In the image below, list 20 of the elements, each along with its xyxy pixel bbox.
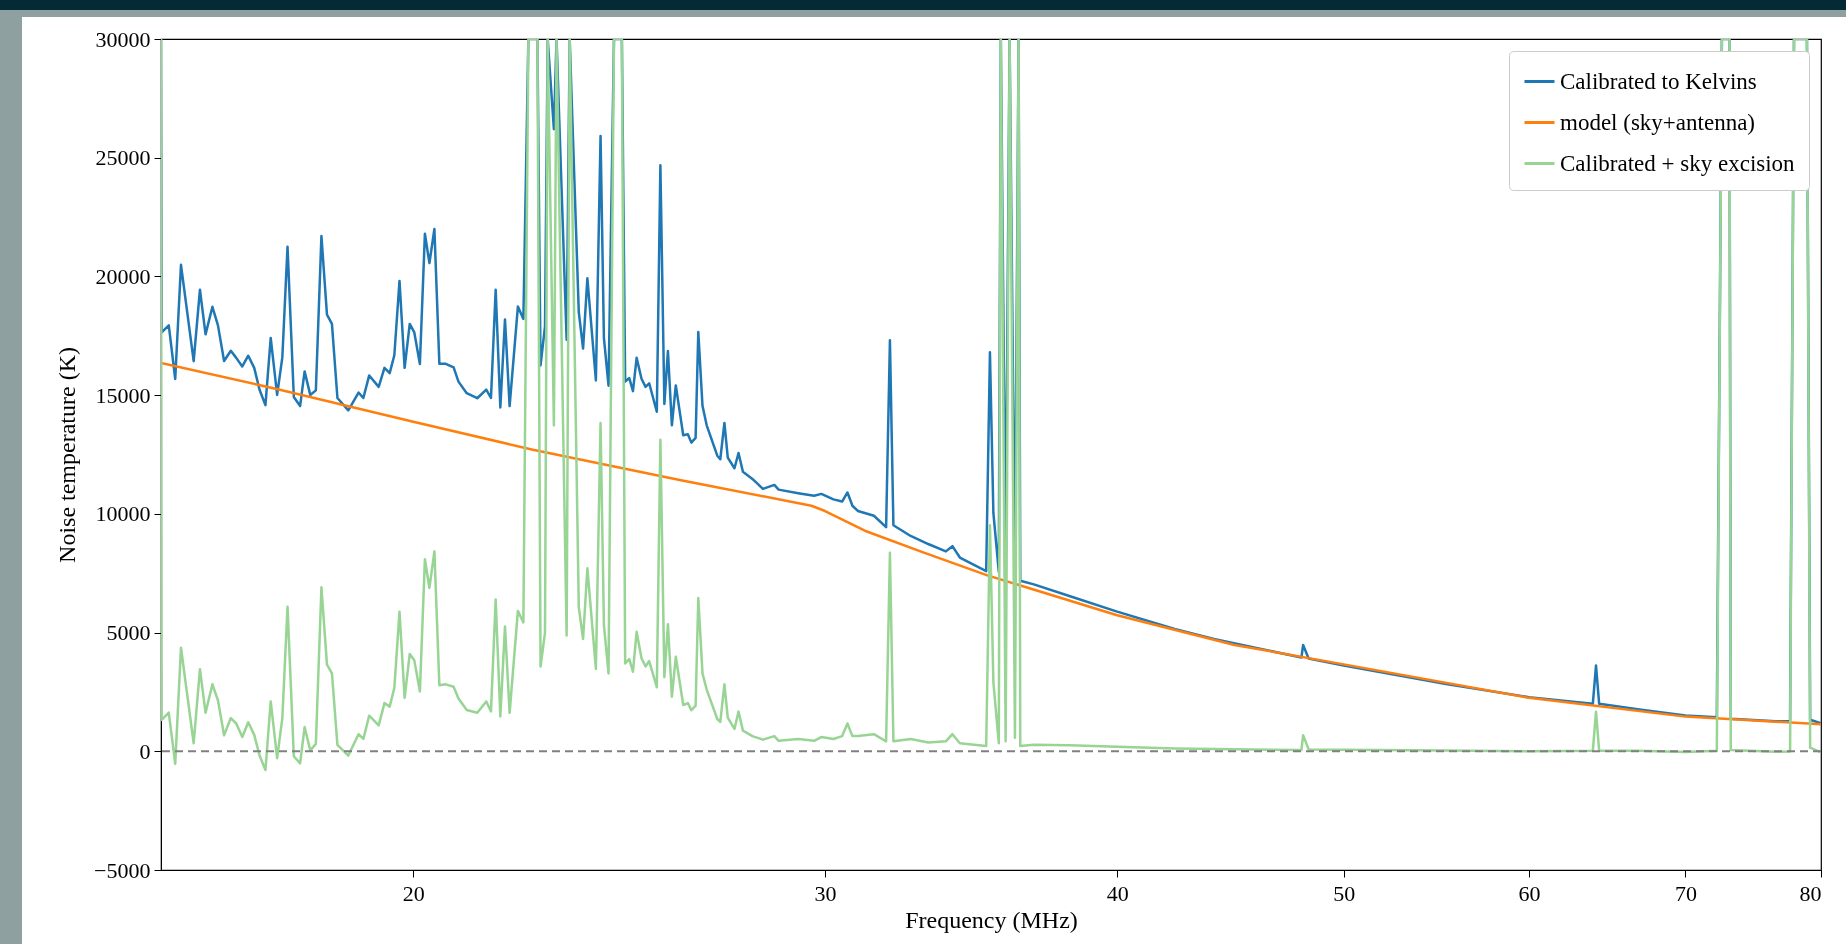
- x-tick-label: 50: [1333, 880, 1356, 906]
- y-tick-label: 0: [139, 738, 151, 764]
- y-tick-label: −5000: [94, 857, 151, 883]
- y-tick-label: 15000: [95, 382, 151, 408]
- x-axis-title: Frequency (MHz): [905, 906, 1078, 933]
- legend-label: Calibrated to Kelvins: [1560, 68, 1757, 94]
- x-tick-label: 40: [1106, 880, 1129, 906]
- y-tick-label: 20000: [95, 263, 151, 289]
- y-tick-label: 5000: [106, 620, 151, 646]
- x-tick-label: 20: [402, 880, 425, 906]
- y-tick-label: 25000: [95, 145, 151, 171]
- legend-label: model (sky+antenna): [1560, 109, 1755, 135]
- y-axis-title: Noise temperature (K): [54, 347, 81, 563]
- x-tick-label: 80: [1799, 880, 1822, 906]
- y-tick-label: 30000: [95, 26, 151, 52]
- y-tick-label: 10000: [95, 501, 151, 527]
- x-tick-label: 60: [1518, 880, 1541, 906]
- legend-label: Calibrated + sky excision: [1560, 150, 1796, 176]
- x-tick-label: 70: [1674, 880, 1697, 906]
- x-tick-label: 30: [814, 880, 837, 906]
